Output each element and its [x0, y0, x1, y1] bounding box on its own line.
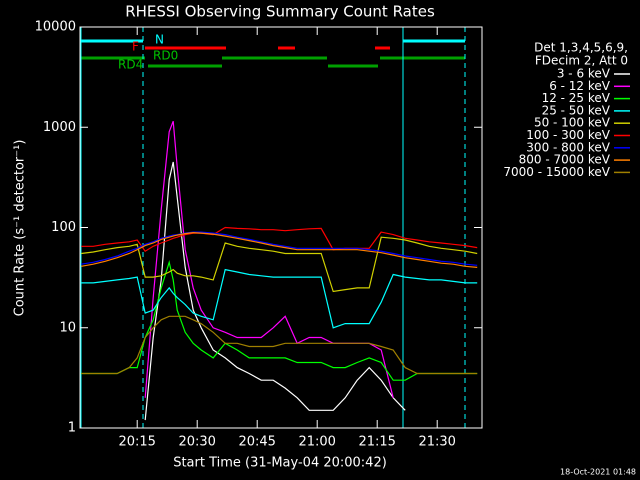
- legend-label: 7000 - 15000 keV: [503, 165, 610, 179]
- x-tick-label: 20:30: [178, 435, 215, 450]
- y-axis-label: Count Rate (s⁻¹ detector⁻¹): [13, 140, 28, 317]
- annotation: N: [155, 33, 164, 47]
- x-tick-label: 20:15: [118, 435, 155, 450]
- legend-label: 25 - 50 keV: [542, 103, 611, 117]
- legend-label: 6 - 12 keV: [549, 79, 611, 93]
- x-tick-label: 21:15: [358, 435, 395, 450]
- footer: 18-Oct-2021 01:48: [560, 468, 636, 477]
- plot-lines: [81, 120, 478, 421]
- series-line: [81, 231, 478, 268]
- series-line: [81, 315, 478, 375]
- series-line: [144, 120, 394, 398]
- annotation: RD4: [118, 58, 143, 72]
- legend-label: 100 - 300 keV: [526, 128, 610, 142]
- series-line: [81, 231, 478, 266]
- y-tick-label: 10: [59, 320, 76, 335]
- y-tick-label: 1000: [43, 120, 76, 135]
- axis-box: [79, 26, 483, 429]
- series-line: [81, 236, 478, 293]
- legend-label: 300 - 800 keV: [526, 140, 610, 154]
- legend-label: 50 - 100 keV: [534, 116, 611, 130]
- legend-label: 12 - 25 keV: [542, 91, 611, 105]
- mode-lines: [80, 27, 466, 428]
- x-axis-label: Start Time (31-May-04 20:00:42): [173, 456, 387, 471]
- y-tick-label: 100: [51, 220, 76, 235]
- y-tick-label: 1: [68, 421, 76, 436]
- y-tick-label: 10000: [35, 20, 76, 35]
- series-line: [81, 226, 478, 253]
- x-tick-label: 20:45: [238, 435, 275, 450]
- legend-label: 3 - 6 keV: [557, 67, 611, 81]
- series-line: [144, 161, 406, 421]
- x-tick-label: 21:30: [418, 435, 455, 450]
- x-tick-label: 21:00: [298, 435, 335, 450]
- annotation: F: [132, 40, 139, 54]
- annotation: RD0: [153, 49, 178, 63]
- series-line: [81, 268, 478, 329]
- series-line: [81, 259, 478, 381]
- legend-title: Det 1,3,4,5,6,9,: [534, 41, 628, 55]
- state-bars: [80, 39, 465, 68]
- legend-label: 800 - 7000 keV: [519, 153, 611, 167]
- chart-title: RHESSI Observing Summary Count Rates: [125, 3, 435, 21]
- legend-title: FDecim 2, Att 0: [535, 54, 628, 68]
